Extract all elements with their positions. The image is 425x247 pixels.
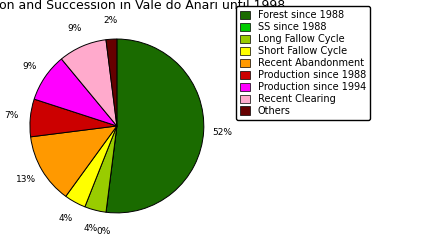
Wedge shape bbox=[66, 126, 117, 207]
Wedge shape bbox=[30, 99, 117, 137]
Text: 2%: 2% bbox=[103, 16, 117, 25]
Wedge shape bbox=[34, 59, 117, 126]
Wedge shape bbox=[106, 39, 117, 126]
Wedge shape bbox=[31, 126, 117, 196]
Text: 9%: 9% bbox=[22, 62, 36, 71]
Text: 52%: 52% bbox=[213, 128, 233, 137]
Text: 4%: 4% bbox=[83, 224, 98, 233]
Text: 4%: 4% bbox=[59, 214, 73, 224]
Wedge shape bbox=[85, 126, 117, 212]
Text: 9%: 9% bbox=[68, 24, 82, 33]
Wedge shape bbox=[62, 40, 117, 126]
Text: 7%: 7% bbox=[4, 111, 18, 121]
Text: 0%: 0% bbox=[96, 227, 111, 236]
Wedge shape bbox=[106, 126, 117, 212]
Legend: Forest since 1988, SS since 1988, Long Fallow Cycle, Short Fallow Cycle, Recent : Forest since 1988, SS since 1988, Long F… bbox=[236, 6, 370, 120]
Text: 13%: 13% bbox=[15, 175, 36, 185]
Wedge shape bbox=[106, 39, 204, 213]
Title: Production and Succession in Vale do Anari until 1998: Production and Succession in Vale do Ana… bbox=[0, 0, 286, 12]
